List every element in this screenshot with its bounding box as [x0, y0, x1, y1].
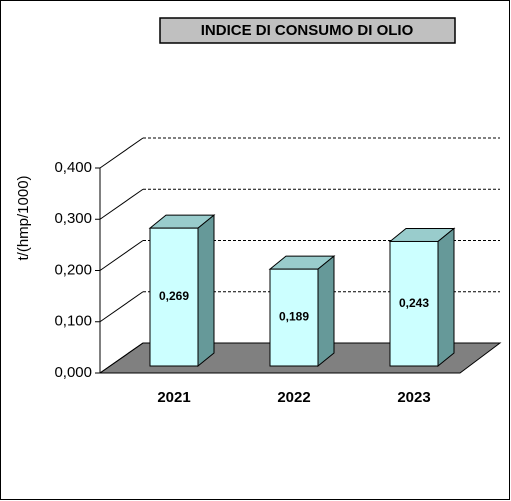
bar — [389, 240, 439, 367]
x-tick-label: 2023 — [397, 389, 430, 406]
data-label: 0,243 — [399, 296, 429, 310]
x-tick-label: 2021 — [157, 389, 190, 406]
y-tick-label: 0,200 — [54, 261, 92, 278]
wall-line — [99, 137, 144, 169]
y-tick-label: 0,300 — [54, 210, 92, 227]
wall-line — [99, 342, 144, 374]
wall-line — [99, 291, 144, 323]
title-box — [159, 17, 456, 44]
bar-side — [437, 227, 455, 368]
y-tick-label: 0,000 — [54, 364, 92, 381]
chart-title: INDICE DI CONSUMO DI OLIO — [201, 22, 414, 39]
bar-side — [317, 255, 335, 368]
x-tick-label: 2022 — [277, 389, 310, 406]
y-tick-label: 0,400 — [54, 159, 92, 176]
data-label: 0,189 — [279, 310, 309, 324]
y-tick-label: 0,100 — [54, 313, 92, 330]
data-label: 0,269 — [159, 289, 189, 303]
bar — [149, 227, 199, 367]
y-axis-title: t/(hmp/1000) — [15, 175, 32, 260]
wall-line — [99, 240, 144, 271]
wall-line — [99, 188, 144, 220]
bar — [269, 268, 319, 367]
bar-side — [197, 214, 215, 368]
